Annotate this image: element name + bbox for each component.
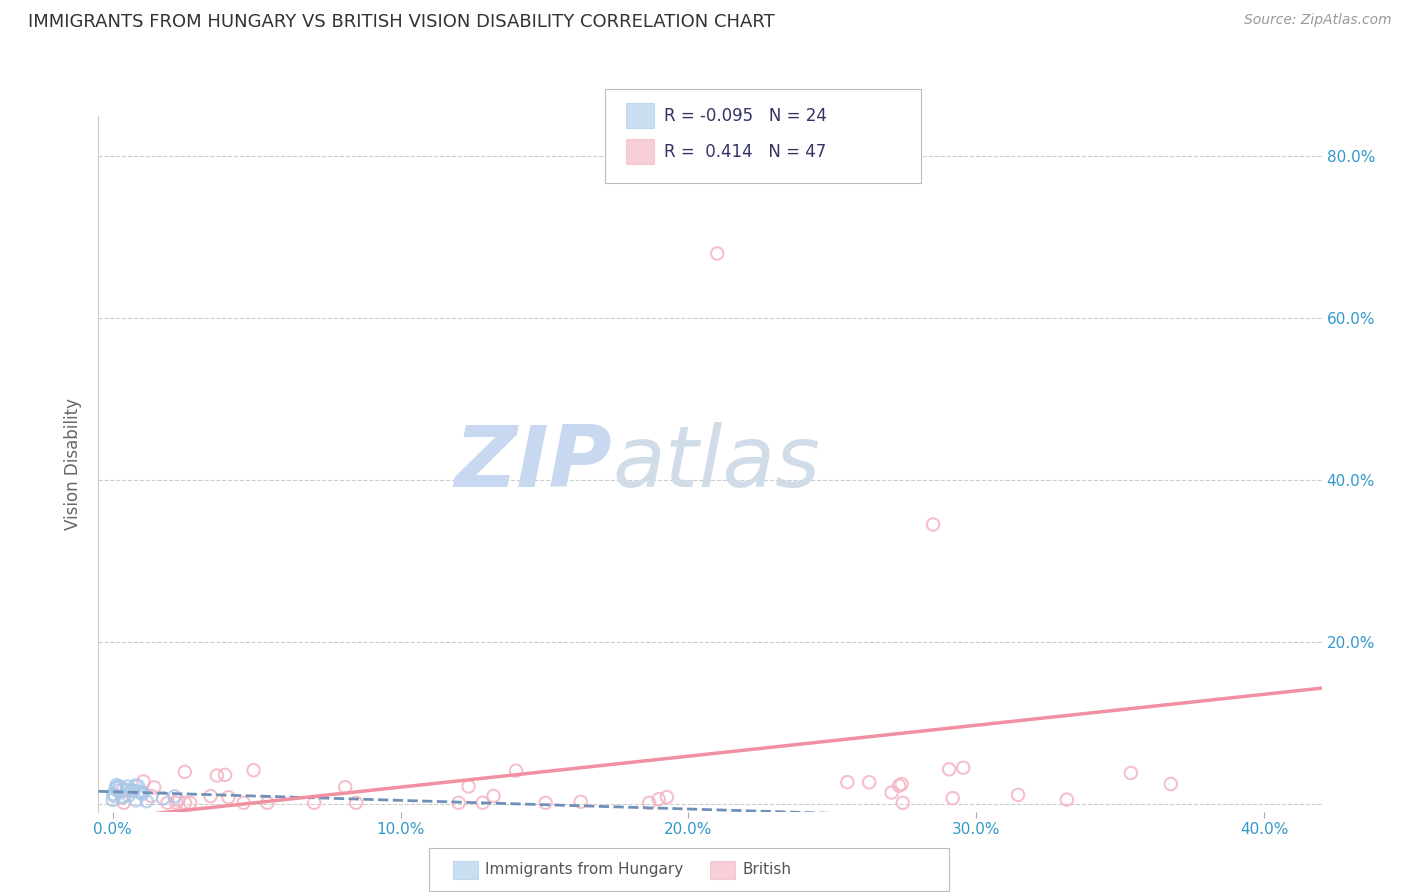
Point — [141, 789, 163, 803]
Point — [112, 796, 135, 810]
Point — [447, 796, 470, 810]
Point — [942, 791, 965, 805]
Point — [179, 796, 201, 810]
Point — [880, 785, 903, 799]
Text: IMMIGRANTS FROM HUNGARY VS BRITISH VISION DISABILITY CORRELATION CHART: IMMIGRANTS FROM HUNGARY VS BRITISH VISIO… — [28, 13, 775, 31]
Point — [105, 780, 128, 794]
Point — [242, 763, 264, 777]
Point — [858, 775, 880, 789]
Text: Source: ZipAtlas.com: Source: ZipAtlas.com — [1244, 13, 1392, 28]
Point — [165, 796, 187, 810]
Point — [1119, 766, 1142, 780]
Point — [127, 779, 149, 793]
Point — [135, 794, 157, 808]
Point — [232, 796, 254, 810]
Point — [890, 777, 912, 791]
Point — [156, 796, 179, 810]
Point — [200, 789, 222, 803]
Point — [115, 783, 138, 797]
Point — [891, 796, 914, 810]
Point — [152, 791, 174, 805]
Text: R = -0.095   N = 24: R = -0.095 N = 24 — [664, 107, 827, 125]
Point — [887, 779, 910, 793]
Point — [132, 774, 155, 789]
Point — [131, 787, 153, 801]
Text: ZIP: ZIP — [454, 422, 612, 506]
Point — [214, 768, 236, 782]
Point — [938, 762, 960, 776]
Point — [256, 796, 278, 810]
Point — [534, 796, 557, 810]
Point — [569, 795, 592, 809]
Point — [174, 796, 197, 810]
Point — [333, 780, 356, 794]
Point — [143, 780, 166, 795]
Point — [122, 783, 145, 797]
Point — [111, 789, 134, 804]
Point — [173, 764, 195, 779]
Point — [103, 787, 125, 801]
Point — [128, 785, 150, 799]
Point — [655, 790, 678, 805]
Point — [104, 780, 127, 795]
Point — [1007, 788, 1029, 802]
Text: R =  0.414   N = 47: R = 0.414 N = 47 — [664, 143, 825, 161]
Point — [131, 785, 153, 799]
Point — [104, 789, 127, 803]
Point — [837, 775, 859, 789]
Text: British: British — [742, 863, 792, 877]
Point — [117, 780, 139, 794]
Point — [108, 780, 131, 794]
Point — [163, 789, 186, 804]
Point — [952, 761, 974, 775]
Point — [457, 780, 479, 794]
Point — [648, 792, 671, 806]
Point — [922, 517, 945, 532]
Point — [1160, 777, 1182, 791]
Point — [111, 790, 134, 805]
Point — [706, 246, 728, 260]
Point — [302, 796, 325, 810]
Point — [125, 793, 148, 807]
Point — [482, 789, 505, 803]
Point — [112, 782, 135, 797]
Point — [124, 779, 146, 793]
Point — [471, 796, 494, 810]
Point — [129, 785, 152, 799]
Text: atlas: atlas — [612, 422, 820, 506]
Point — [344, 796, 367, 810]
Point — [121, 783, 143, 797]
Y-axis label: Vision Disability: Vision Disability — [65, 398, 83, 530]
Point — [117, 789, 139, 803]
Point — [101, 793, 124, 807]
Point — [1056, 792, 1078, 806]
Point — [205, 768, 228, 782]
Point — [107, 784, 129, 798]
Point — [167, 793, 190, 807]
Point — [218, 790, 240, 805]
Point — [105, 778, 128, 792]
Text: Immigrants from Hungary: Immigrants from Hungary — [485, 863, 683, 877]
Point — [638, 796, 661, 810]
Point — [505, 764, 527, 778]
